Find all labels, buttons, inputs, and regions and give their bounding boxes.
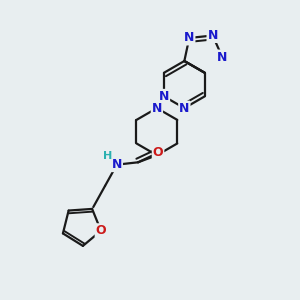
- Text: N: N: [179, 102, 190, 115]
- Text: N: N: [208, 29, 218, 42]
- Text: H: H: [103, 152, 112, 161]
- Text: N: N: [184, 32, 194, 44]
- Text: O: O: [96, 224, 106, 237]
- Text: N: N: [217, 50, 227, 64]
- Text: N: N: [112, 158, 122, 171]
- Text: N: N: [152, 102, 162, 115]
- Text: N: N: [159, 90, 169, 103]
- Text: O: O: [153, 146, 164, 159]
